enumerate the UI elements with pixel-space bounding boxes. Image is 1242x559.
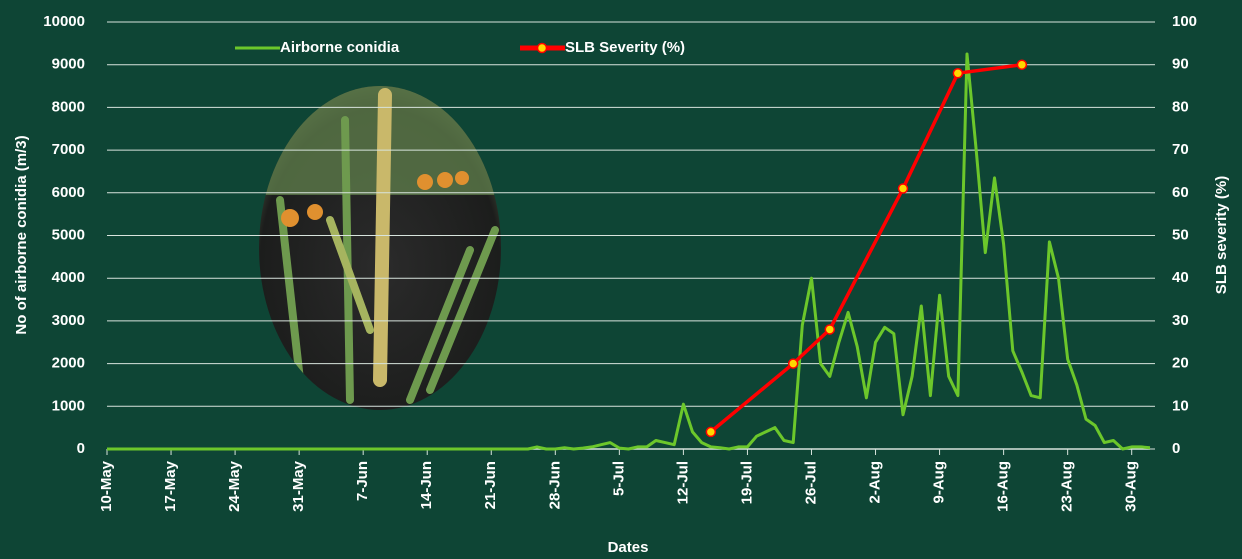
y2-tick-label: 70 [1172, 141, 1189, 158]
y2-tick-label: 100 [1172, 13, 1197, 30]
x-tick-label: 31-May [290, 460, 307, 512]
legend-label: Airborne conidia [280, 39, 400, 56]
x-tick-label: 5-Jul [610, 461, 627, 496]
marker [789, 359, 798, 368]
x-tick-label: 14-Jun [418, 461, 435, 509]
y2-tick-label: 60 [1172, 184, 1189, 201]
y2-tick-label: 40 [1172, 269, 1189, 286]
x-tick-label: 10-May [98, 460, 115, 512]
y2-axis-label: SLB severity (%) [1213, 176, 1230, 294]
x-tick-label: 26-Jul [802, 461, 819, 504]
y2-tick-label: 80 [1172, 98, 1189, 115]
y-tick-label: 1000 [52, 397, 85, 414]
x-tick-label: 28-Jun [546, 461, 563, 509]
y-tick-label: 6000 [52, 184, 85, 201]
y2-tick-label: 0 [1172, 440, 1180, 457]
marker [898, 184, 907, 193]
y2-tick-label: 30 [1172, 312, 1189, 329]
y2-tick-label: 10 [1172, 397, 1189, 414]
marker [706, 427, 715, 436]
x-tick-label: 12-Jul [674, 461, 691, 504]
x-tick-label: 2-Aug [866, 461, 883, 504]
chart: No of airborne conidia (m/3) SLB severit… [0, 0, 1242, 559]
x-tick-label: 21-Jun [482, 461, 499, 509]
y2-tick-label: 90 [1172, 56, 1189, 73]
y-tick-label: 10000 [43, 13, 85, 30]
legend-label: SLB Severity (%) [565, 39, 685, 56]
y2-tick-label: 20 [1172, 355, 1189, 372]
y-tick-label: 9000 [52, 56, 85, 73]
x-tick-label: 19-Jul [738, 461, 755, 504]
x-tick-label: 9-Aug [931, 461, 948, 504]
y-tick-label: 2000 [52, 355, 85, 372]
y-tick-label: 4000 [52, 269, 85, 286]
x-axis-label: Dates [608, 539, 649, 556]
marker [1017, 60, 1026, 69]
y-tick-label: 5000 [52, 226, 85, 243]
y-tick-label: 0 [77, 440, 85, 457]
x-tick-label: 17-May [162, 460, 179, 512]
y-tick-label: 7000 [52, 141, 85, 158]
y-axis-label: No of airborne conidia (m/3) [13, 135, 30, 334]
y-tick-label: 3000 [52, 312, 85, 329]
y-tick-label: 8000 [52, 98, 85, 115]
marker [953, 69, 962, 78]
x-tick-label: 30-Aug [1123, 461, 1140, 512]
x-tick-label: 16-Aug [995, 461, 1012, 512]
x-tick-label: 24-May [226, 460, 243, 512]
legend-marker [538, 44, 547, 53]
x-tick-label: 7-Jun [354, 461, 371, 501]
x-tick-label: 23-Aug [1059, 461, 1076, 512]
y2-tick-label: 50 [1172, 226, 1189, 243]
marker [825, 325, 834, 334]
